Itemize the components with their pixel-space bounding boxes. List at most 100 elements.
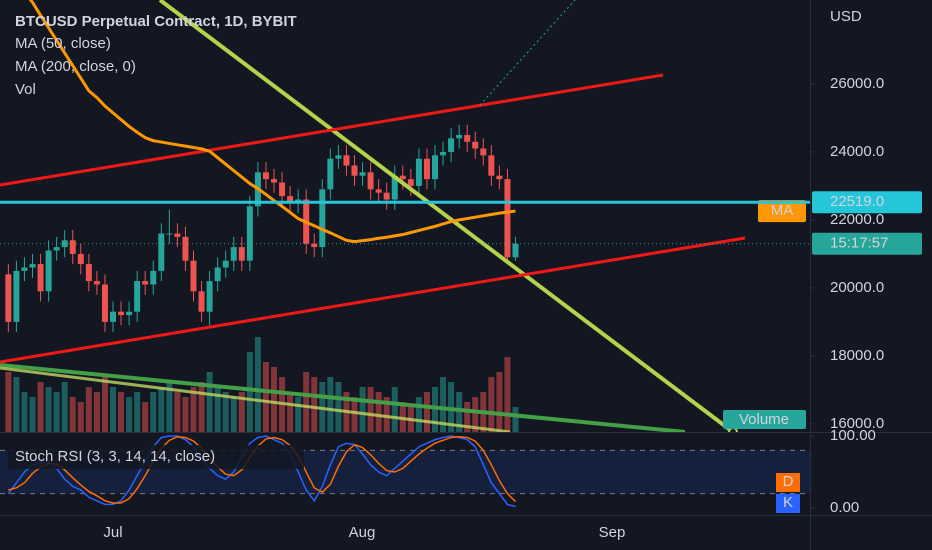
y-tick-label: 20000.0 [830,279,884,296]
candle-body [359,172,366,176]
volume-bar [61,382,68,432]
volume-bar [118,392,125,432]
candle-body [287,196,294,203]
volume-bar [295,397,302,432]
candle-body [367,172,374,190]
ma-label-box [758,200,806,223]
candle-body [512,243,519,258]
volume-bar [303,372,310,432]
candle-body [343,155,350,166]
candle-body [142,281,149,285]
channel-top [0,73,664,187]
candle-body [5,274,12,322]
candle-body [206,281,213,312]
candle-body [77,253,84,265]
candle-body [399,175,406,180]
stoch-legend: K [783,494,793,511]
stoch-title-bg [8,445,304,469]
volume-bar [472,397,479,432]
volume-bar [246,352,253,432]
candle-body [158,233,165,271]
candle-body [93,281,100,285]
volume-bar [391,387,398,432]
volume-bar [150,392,157,432]
stoch-legend: D [783,473,794,490]
volume-bar [423,392,430,432]
volume-bar [101,377,108,432]
candle-body [190,260,197,292]
candle-body [134,281,141,312]
candle-body [198,291,205,312]
candle-body [45,250,52,292]
volume-bar [158,387,165,432]
y-tick-label: 16000.0 [830,415,884,432]
stoch-line [8,435,517,504]
x-label: Sep [599,524,626,541]
candle-body [101,284,108,322]
candle-body [456,134,463,139]
stoch-line [7,435,516,508]
volume-bar [367,387,374,432]
x-label: Jul [103,524,122,541]
volume-bar [93,392,100,432]
volume-bar [198,382,205,432]
candle-body [69,240,76,254]
volume-bar [496,372,503,432]
volume-bar [13,377,20,432]
candle-body [383,192,390,200]
candle-body [488,155,495,176]
volume-bar [327,377,334,432]
candle-body [504,179,511,258]
y-tick-label: 0.00 [830,499,859,516]
volume-bar [271,367,277,432]
volume-bar [512,407,519,432]
volume-bar [262,362,269,432]
volume-bar [110,387,116,432]
volume-bar [190,387,197,432]
volume-bar [464,402,471,432]
volume-bar [351,397,358,432]
candle-body [53,247,60,251]
volume-bar [254,337,261,432]
ma-label: MA [771,202,794,219]
volume-bar [230,397,237,432]
candle-body [166,233,173,235]
stoch-legend-box [776,494,800,513]
candle-body [21,267,28,271]
candle-body [440,151,447,156]
volume-bar [287,392,294,432]
axis-unit: USD [830,8,862,25]
volume-bar [166,382,173,432]
volume-bar [238,392,245,432]
volume-bar [214,387,221,432]
y-tick-label: 22000.0 [830,211,884,228]
candle-body [423,158,430,180]
volume-bar [174,392,181,432]
candle-body [150,270,157,285]
indicator-label: MA (200, close, 0) [15,58,136,75]
channel-bottom [0,236,746,364]
volume-trend [0,363,686,432]
candle-body [262,172,269,180]
projection-line [479,0,576,106]
y-tick-label: 100.00 [830,427,876,444]
volume-bar [335,382,342,432]
volume-bar [456,392,463,432]
volume-bar [311,377,318,432]
countdown-box [812,232,922,255]
candle-body [496,175,503,180]
volume-bar [448,382,455,432]
volume-bar [399,402,406,432]
volume-bar [85,387,92,432]
candle-body [37,264,44,292]
volume-bar [53,392,60,432]
volume-bar [504,357,511,432]
volume-bar [77,402,84,432]
candle-body [222,260,229,268]
candle-body [182,236,189,261]
volume-bar [29,397,36,432]
candle-body [407,179,414,186]
volume-trend-2 [0,366,511,432]
